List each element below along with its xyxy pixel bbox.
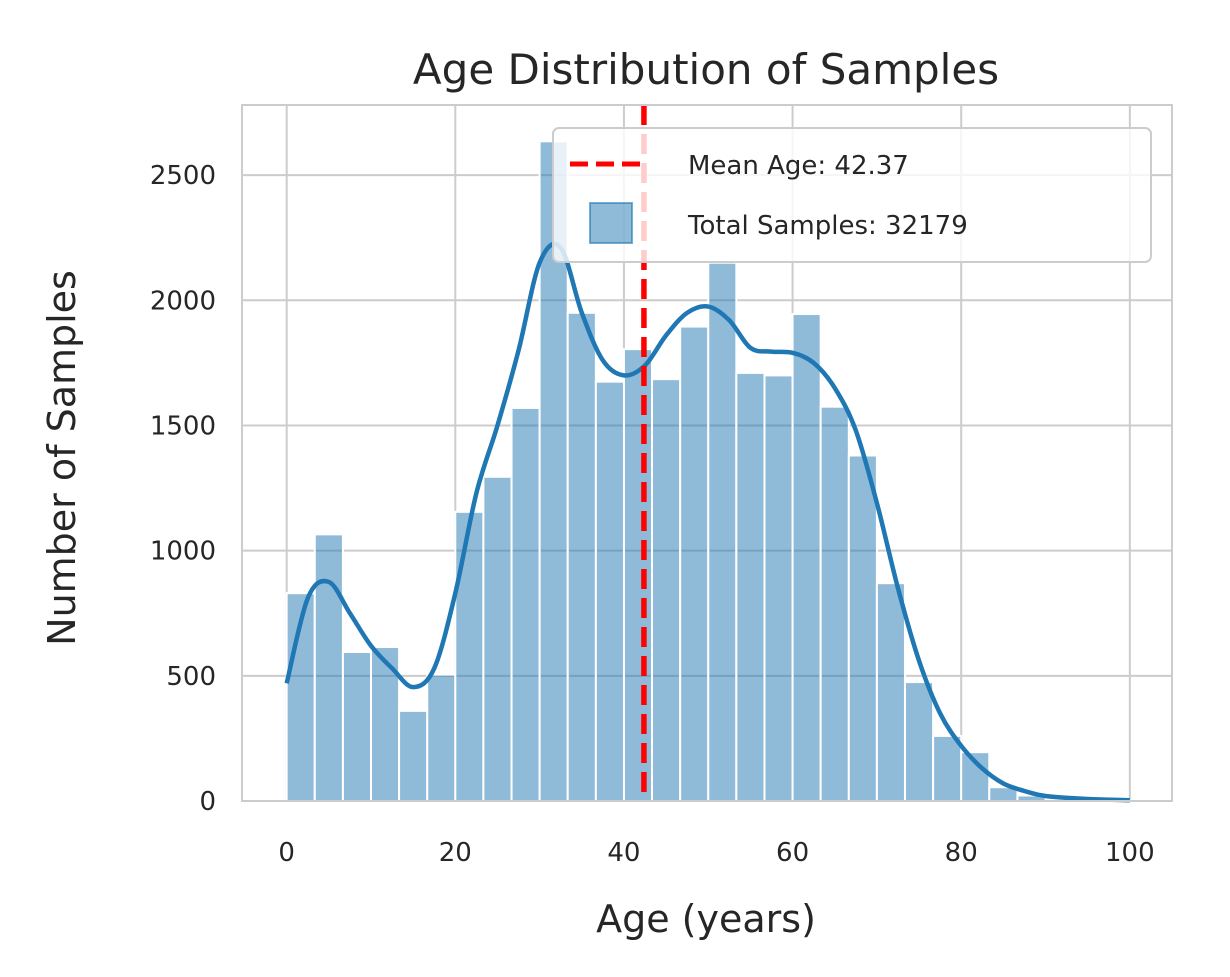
histogram-bar (875, 582, 906, 803)
y-tick-label: 1000 (150, 537, 216, 567)
legend-mean-label: Mean Age: 42.37 (688, 151, 909, 181)
legend-box (552, 127, 1152, 263)
x-tick-label: 20 (439, 838, 472, 868)
legend-samples-swatch (589, 202, 633, 244)
histogram-bar (341, 651, 373, 802)
x-axis-label: Age (years) (596, 897, 816, 941)
x-tick-label: 60 (776, 838, 809, 868)
x-tick-label: 0 (278, 838, 295, 868)
histogram-bar (482, 475, 513, 802)
histogram-bar (819, 405, 850, 802)
y-tick-label: 2500 (150, 161, 216, 191)
histogram-bar (735, 371, 766, 802)
legend: Mean Age: 42.37 Total Samples: 32179 (552, 127, 1152, 263)
chart-title: Age Distribution of Samples (413, 45, 999, 94)
histogram-bar (426, 673, 457, 803)
histogram-bar (398, 709, 429, 802)
x-tick-label: 40 (607, 838, 640, 868)
y-tick-label: 500 (166, 662, 216, 692)
plot-frame (241, 104, 1173, 802)
histogram-bar (454, 510, 485, 802)
histogram-bar (763, 374, 794, 802)
y-axis-label: Number of Samples (40, 270, 84, 646)
histogram-bar (932, 734, 963, 803)
histogram-bar (313, 533, 344, 802)
y-tick-label: 0 (199, 787, 216, 817)
legend-samples-label: Total Samples: 32179 (687, 211, 968, 241)
histogram-bar (510, 406, 541, 802)
x-tick-label: 80 (945, 838, 978, 868)
histogram-bar (903, 681, 935, 803)
histogram-bar (594, 380, 625, 802)
histogram-bars (285, 140, 1131, 803)
histogram-bar (622, 348, 654, 802)
histogram-bar (707, 261, 738, 802)
histogram-bar (847, 454, 878, 802)
y-tick-label: 2000 (150, 286, 216, 316)
histogram-bar (679, 325, 710, 802)
histogram-bar (651, 378, 682, 802)
y-tick-label: 1500 (150, 411, 216, 441)
kde-line (284, 241, 1130, 803)
histogram-bar (791, 313, 822, 802)
histogram-bar (566, 311, 597, 802)
x-tick-label: 100 (1105, 838, 1155, 868)
kde-curve (284, 241, 1130, 803)
